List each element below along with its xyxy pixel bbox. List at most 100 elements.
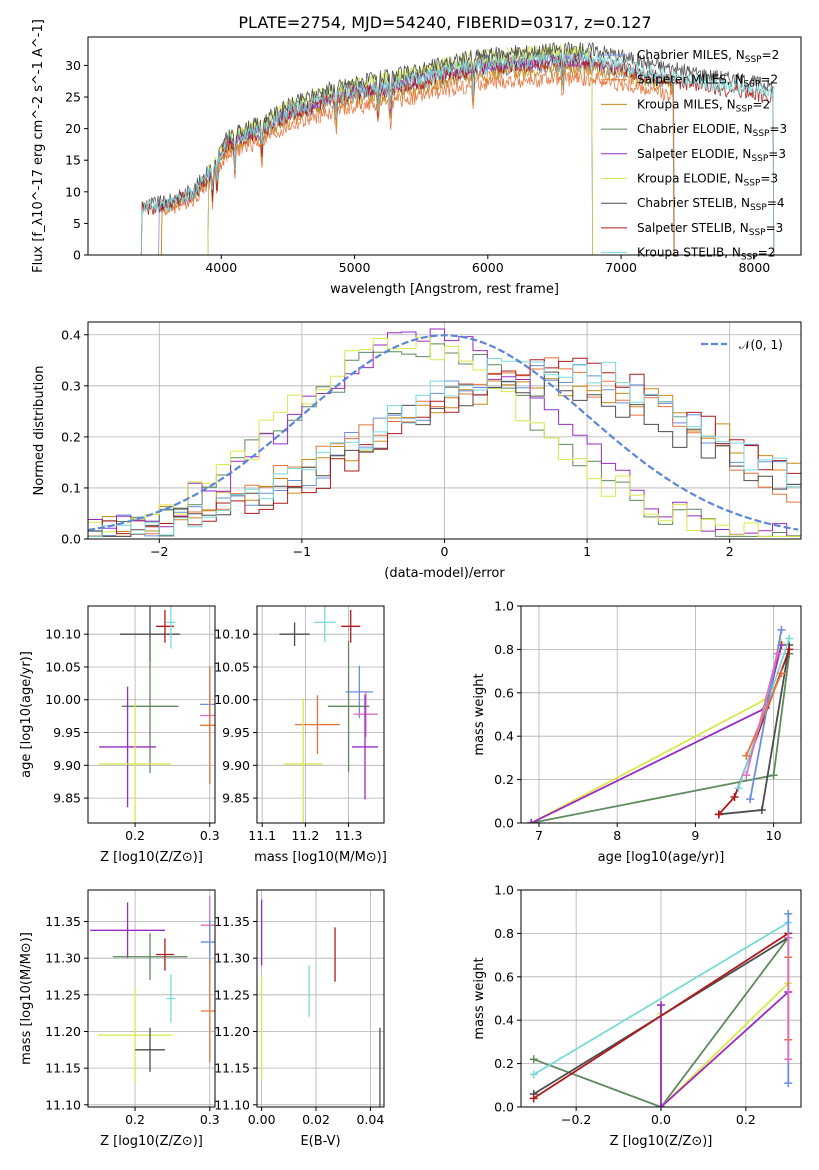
weight-marker [742, 771, 751, 780]
axes-frame [87, 36, 802, 256]
y-tick-label: 11.15 [214, 1061, 250, 1076]
plot-area [88, 890, 215, 1107]
spectrum-line [160, 60, 675, 255]
axes-frame [520, 605, 802, 824]
legend-subscript: SSP [744, 179, 761, 189]
y-tick-label: 0.4 [494, 729, 514, 744]
y-tick-label: 0.0 [61, 532, 81, 547]
x-tick-label: −2 [150, 544, 168, 559]
axes-frame [87, 889, 216, 1108]
errorbar-point [314, 606, 336, 643]
panel-age_vs_mass: 11.1 11.2 11.3 9.85 9.90 9.95 10.00 10.05 10.10 m… [214, 605, 387, 865]
errorbar-point [345, 665, 374, 719]
x-tick-label: 11.3 [335, 828, 363, 843]
x-tick-label: 7000 [605, 260, 637, 275]
errorbar-point [200, 959, 215, 1063]
errorbar-point [283, 698, 323, 823]
weight-line [660, 991, 789, 1107]
legend-value: =2 [760, 73, 778, 87]
x-axis-label: Z [log10(Z/Z⊙)] [100, 1134, 203, 1149]
figure-title: PLATE=2754, MJD=54240, FIBERID=0317, z=0… [238, 13, 651, 32]
errorbar-point [295, 695, 340, 755]
legend-subscript: SSP [751, 154, 768, 164]
axes-frame [256, 605, 385, 824]
weight-line [533, 921, 789, 1076]
weight-line [660, 982, 789, 1107]
spectrum-line [160, 71, 675, 255]
x-axis-label: E(B-V) [300, 1134, 340, 1149]
weight-marker [746, 795, 755, 804]
x-tick-label: 8 [613, 828, 621, 843]
y-tick-label: 11.10 [45, 1097, 81, 1112]
x-axis-label: (data-model)/error [384, 566, 505, 581]
histogram-step [88, 336, 801, 537]
legend-subscript: SSP [750, 203, 767, 213]
x-axis-label: mass [log10(M/M⊙)] [254, 850, 387, 865]
legend-value: =4 [767, 196, 785, 210]
histogram-step [88, 358, 801, 537]
legend-value: =3 [766, 221, 784, 235]
legend-entry: Salpeter MILES, NSSP=2 [637, 73, 778, 90]
y-tick-label: 1.0 [494, 599, 514, 614]
y-tick-label: 0.2 [61, 429, 81, 444]
gaussian-curve [88, 334, 799, 532]
x-axis-label: wavelength [Angstrom, rest frame] [330, 282, 559, 297]
legend-value: =2 [753, 97, 771, 111]
x-tick-label: 0 [441, 544, 449, 559]
legend-entry: Salpeter STELIB, NSSP=3 [637, 221, 783, 238]
y-tick-label: 11.30 [214, 951, 250, 966]
weight-marker [785, 645, 794, 654]
x-tick-label: 11.2 [291, 828, 319, 843]
x-tick-label: 11.1 [248, 828, 276, 843]
y-tick-label: 0.8 [494, 926, 514, 941]
legend-subscript: SSP [736, 104, 753, 114]
panel-residual_hist: −2 −1 0 1 2 0.0 0.1 0.2 0.3 0.4 (data-model)/error… [32, 321, 802, 581]
errorbar-point [90, 902, 165, 959]
y-tick-label: 0.2 [494, 1056, 514, 1071]
y-tick-label: 0.8 [494, 642, 514, 657]
x-tick-label: 10 [766, 828, 782, 843]
weight-marker [657, 1103, 665, 1107]
panel-age_vs_Z: 0.2 0.3 9.85 9.90 9.95 10.00 10.05 10.10 Z [log1… [19, 605, 220, 865]
weight-marker [784, 909, 793, 918]
panel-spectrum: 4000 5000 6000 7000 8000 0 5 10 15 20 25 30 waveleng… [31, 19, 802, 297]
y-axis-label: Flux [f_λ10^-17 erg cm^-2 s^-1 A^-1] [31, 19, 46, 273]
legend-value: =3 [768, 147, 786, 161]
y-tick-label: 11.25 [45, 987, 81, 1002]
x-tick-label: −1 [293, 544, 311, 559]
x-tick-label: 1 [583, 544, 591, 559]
y-tick-label: 0.0 [494, 1100, 514, 1115]
legend-entry: 𝒩(0, 1) [739, 338, 783, 352]
y-tick-label: 9.90 [222, 758, 250, 773]
errorbar-point [279, 622, 310, 646]
weight-marker [657, 1001, 665, 1010]
axes-frame [256, 889, 385, 1108]
weight-marker [529, 1094, 538, 1103]
x-tick-label: 2 [726, 544, 734, 559]
x-tick-label: 0.3 [200, 1112, 220, 1127]
y-tick-label: 20 [65, 121, 81, 136]
errorbar-point [155, 938, 174, 971]
weight-line [745, 672, 783, 757]
x-tick-label: 6000 [472, 260, 504, 275]
legend-value: =3 [760, 172, 778, 186]
y-tick-label: 0.2 [494, 772, 514, 787]
y-tick-label: 30 [65, 58, 81, 73]
y-tick-label: 11.20 [214, 1024, 250, 1039]
y-tick-label: 25 [65, 90, 81, 105]
legend-entry: Kroupa ELODIE, NSSP=3 [637, 172, 778, 189]
weight-line [533, 932, 789, 1100]
legend-subscript: SSP [749, 228, 766, 238]
legend-entry: Salpeter ELODIE, NSSP=3 [637, 147, 786, 164]
legend-subscript: SSP [744, 80, 761, 90]
legend-value: =3 [769, 122, 787, 136]
y-tick-label: 5 [73, 216, 81, 231]
weight-marker [529, 1055, 538, 1064]
x-tick-label: 7 [535, 828, 543, 843]
y-tick-label: 11.35 [214, 914, 250, 929]
legend-subscript: SSP [745, 55, 762, 65]
y-tick-label: 0.4 [61, 327, 81, 342]
y-tick-label: 10.00 [214, 692, 250, 707]
x-tick-label: 9 [691, 828, 699, 843]
plot-area [521, 890, 801, 1107]
